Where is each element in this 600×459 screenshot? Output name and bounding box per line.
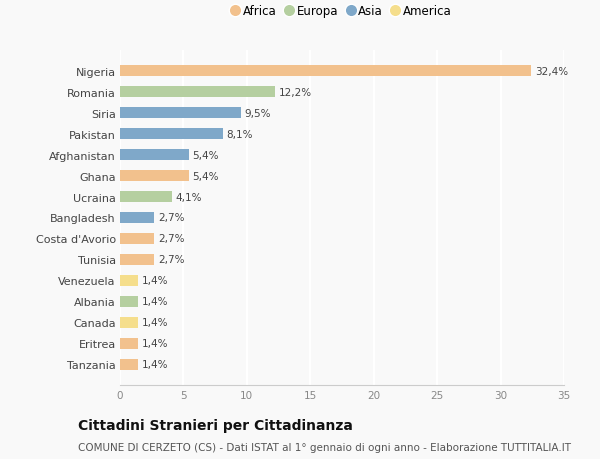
Text: 2,7%: 2,7%	[158, 213, 185, 223]
Bar	[120, 359, 138, 370]
Text: 1,4%: 1,4%	[142, 318, 168, 328]
Bar	[120, 275, 138, 286]
Text: 1,4%: 1,4%	[142, 339, 168, 349]
Bar	[120, 150, 188, 161]
Text: Cittadini Stranieri per Cittadinanza: Cittadini Stranieri per Cittadinanza	[78, 418, 353, 432]
Bar	[120, 87, 275, 98]
Bar	[120, 317, 138, 329]
Bar	[120, 254, 154, 266]
Text: 2,7%: 2,7%	[158, 234, 185, 244]
Bar	[120, 296, 138, 308]
Bar	[120, 338, 138, 349]
Text: 1,4%: 1,4%	[142, 359, 168, 369]
Bar	[120, 233, 154, 245]
Bar	[120, 191, 172, 203]
Text: 9,5%: 9,5%	[244, 108, 271, 118]
Bar	[120, 107, 241, 119]
Text: 1,4%: 1,4%	[142, 297, 168, 307]
Text: 4,1%: 4,1%	[176, 192, 202, 202]
Text: 1,4%: 1,4%	[142, 276, 168, 286]
Bar	[120, 170, 188, 182]
Text: 12,2%: 12,2%	[278, 87, 311, 97]
Text: 5,4%: 5,4%	[193, 171, 219, 181]
Legend: Africa, Europa, Asia, America: Africa, Europa, Asia, America	[230, 3, 454, 21]
Text: 5,4%: 5,4%	[193, 150, 219, 160]
Bar	[120, 212, 154, 224]
Text: 32,4%: 32,4%	[535, 67, 568, 77]
Text: COMUNE DI CERZETO (CS) - Dati ISTAT al 1° gennaio di ogni anno - Elaborazione TU: COMUNE DI CERZETO (CS) - Dati ISTAT al 1…	[78, 442, 571, 452]
Text: 2,7%: 2,7%	[158, 255, 185, 265]
Text: 8,1%: 8,1%	[227, 129, 253, 139]
Bar	[120, 66, 531, 77]
Bar	[120, 129, 223, 140]
